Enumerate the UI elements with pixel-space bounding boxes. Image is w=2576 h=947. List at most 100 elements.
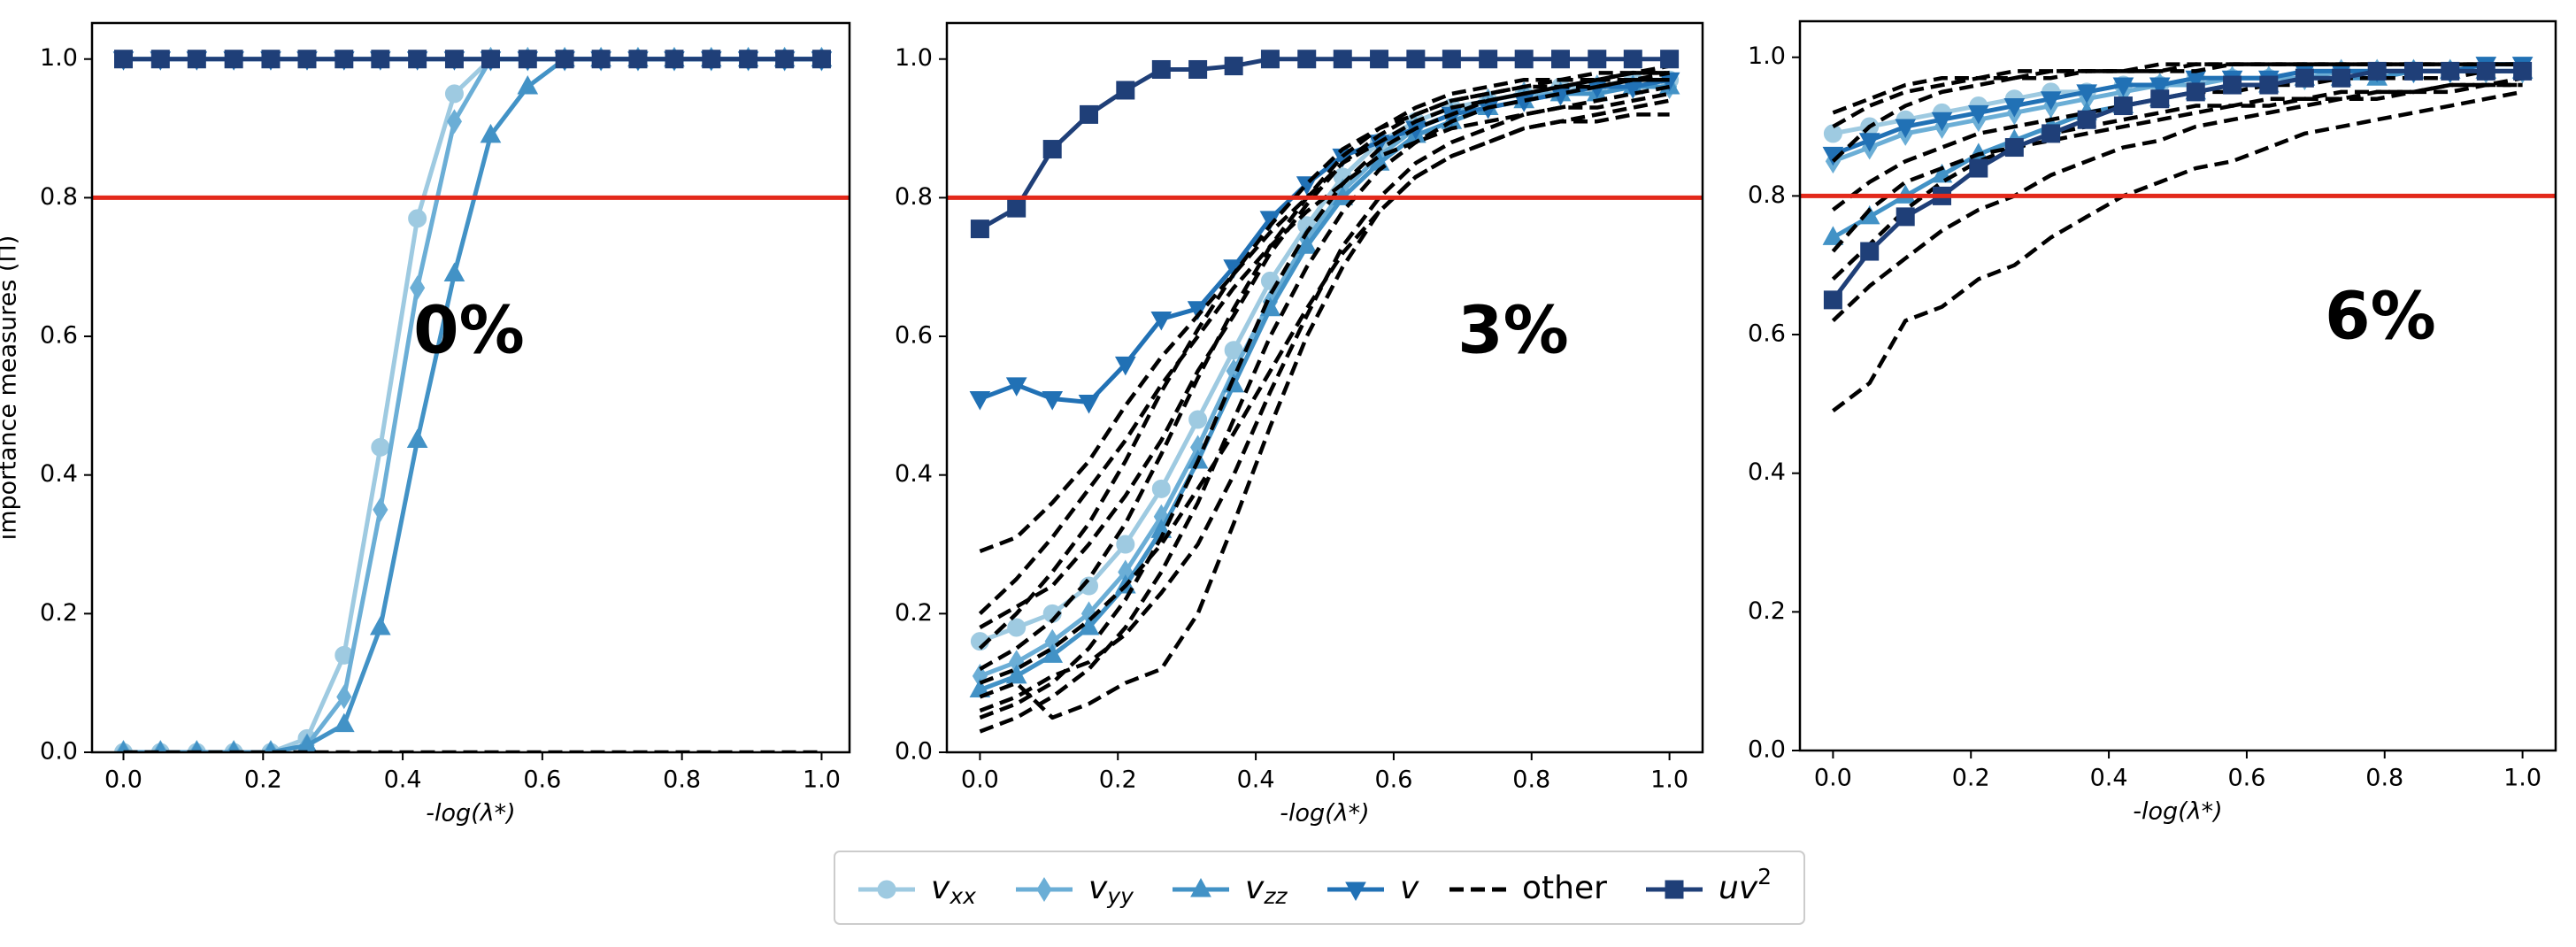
marker <box>406 428 428 449</box>
x-axis-label: -log(λ*) <box>1280 800 1369 828</box>
dashed-line <box>1831 76 2524 253</box>
y-tick-label: 0.2 <box>1748 597 1786 625</box>
marker <box>877 880 896 899</box>
marker <box>1822 226 1844 245</box>
marker <box>261 50 281 69</box>
legend-label: uv2 <box>1719 864 1772 906</box>
y-tick-label: 0.0 <box>895 738 933 766</box>
marker <box>517 75 539 95</box>
marker <box>1042 643 1064 663</box>
marker <box>114 50 134 69</box>
marker <box>408 50 427 69</box>
plot-area <box>969 50 1680 734</box>
marker <box>1190 877 1211 897</box>
y-tick-label: 0.0 <box>40 738 78 766</box>
x-axis-label: -log(λ*) <box>426 800 515 828</box>
marker <box>369 615 391 635</box>
marker <box>373 497 388 522</box>
marker <box>1660 50 1680 69</box>
marker <box>1623 50 1642 69</box>
x-tick-label: 0.4 <box>1237 766 1275 794</box>
marker <box>2513 61 2533 81</box>
annotation: 0% <box>413 293 525 369</box>
marker <box>2186 82 2205 102</box>
x-tick-label: 0.0 <box>1814 765 1852 792</box>
marker <box>2112 77 2134 97</box>
marker <box>481 50 500 69</box>
x-tick-label: 1.0 <box>2503 765 2541 792</box>
marker <box>1260 50 1280 69</box>
legend-label: v <box>1400 870 1419 906</box>
x-tick-label: 0.0 <box>961 766 999 794</box>
marker <box>702 50 721 69</box>
dashed-line <box>979 77 1670 553</box>
marker <box>1514 50 1534 69</box>
x-tick-label: 0.2 <box>1952 765 1990 792</box>
x-tick-label: 1.0 <box>1650 766 1688 794</box>
x-tick-label: 1.0 <box>803 766 841 794</box>
marker <box>2150 89 2170 109</box>
marker <box>371 50 390 69</box>
x-tick-label: 0.4 <box>384 766 422 794</box>
dashed-line <box>979 71 1671 629</box>
x-tick-label: 0.8 <box>1512 766 1550 794</box>
plot-area <box>1822 57 2534 412</box>
series-line <box>123 57 822 752</box>
marker <box>444 50 464 69</box>
marker <box>408 209 427 228</box>
dashed-line <box>978 71 1670 651</box>
y-tick-label: 0.4 <box>895 460 933 488</box>
marker <box>2367 61 2387 81</box>
y-axis-label: importance measures (Π) <box>0 235 22 541</box>
marker <box>150 50 170 69</box>
marker <box>1187 301 1209 320</box>
x-tick-label: 0.8 <box>663 766 701 794</box>
marker <box>1665 880 1684 899</box>
marker <box>969 391 991 411</box>
marker <box>1188 59 1208 79</box>
marker <box>2476 61 2495 81</box>
marker <box>1005 377 1027 397</box>
dashed-line <box>1831 82 2523 281</box>
marker <box>1895 119 1917 139</box>
y-tick-label: 0.8 <box>895 183 933 211</box>
marker <box>1823 290 1842 310</box>
axes-frame <box>90 21 851 754</box>
series-line <box>123 57 822 752</box>
marker <box>410 275 426 301</box>
marker <box>1297 50 1317 69</box>
marker <box>187 50 206 69</box>
marker <box>2042 124 2061 143</box>
marker <box>2076 84 2097 104</box>
marker <box>2077 110 2096 129</box>
axes-frame <box>1798 19 2557 752</box>
y-tick-label: 0.8 <box>40 183 78 211</box>
marker <box>1150 311 1173 331</box>
marker <box>444 84 464 104</box>
marker <box>1333 50 1352 69</box>
annotation: 3% <box>1457 293 1569 369</box>
marker <box>665 50 684 69</box>
y-tick-label: 1.0 <box>895 44 933 72</box>
marker <box>1116 81 1135 100</box>
y-tick-label: 0.2 <box>40 599 78 627</box>
marker <box>1823 124 1842 143</box>
marker <box>371 437 390 457</box>
marker <box>1967 104 1989 125</box>
y-tick-label: 0.6 <box>1748 320 1786 348</box>
x-tick-label: 0.2 <box>244 766 282 794</box>
marker <box>1007 618 1027 637</box>
y-tick-label: 0.6 <box>895 322 933 350</box>
marker <box>1370 50 1389 69</box>
legend-label: other <box>1522 870 1607 906</box>
marker <box>1116 535 1135 554</box>
legend-label: vzz <box>1245 870 1288 909</box>
legend-label: vxx <box>931 870 976 909</box>
marker <box>591 50 611 69</box>
dashed-line <box>979 64 1671 671</box>
marker <box>334 50 354 69</box>
x-tick-label: 0.6 <box>1374 766 1412 794</box>
y-tick-label: 1.0 <box>1748 42 1786 70</box>
marker <box>628 50 648 69</box>
